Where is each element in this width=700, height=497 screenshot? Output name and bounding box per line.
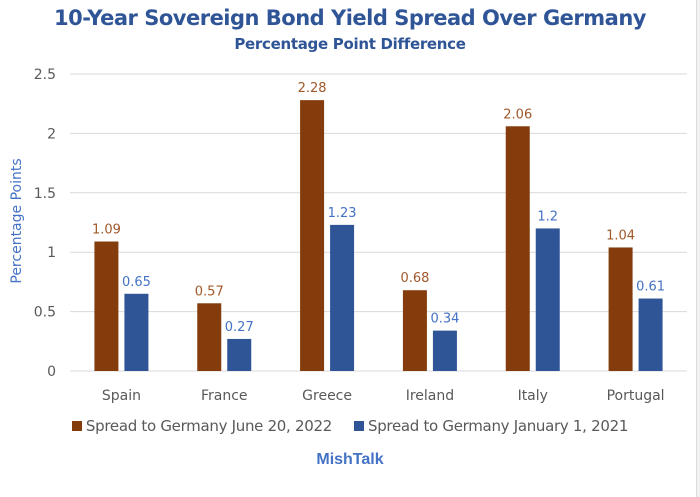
y-tick-label: 2.5 xyxy=(34,67,56,83)
window-edge xyxy=(696,0,700,497)
x-axis-ticks: Spain France Greece Ireland Italy Portugal xyxy=(102,388,665,404)
x-tick-label: Greece xyxy=(302,388,352,404)
data-label: 1.09 xyxy=(92,223,121,238)
legend: Spread to Germany June 20, 2022 Spread t… xyxy=(0,417,700,435)
bar-2022-france xyxy=(197,303,222,371)
data-label: 0.68 xyxy=(400,271,429,286)
data-label: 0.65 xyxy=(122,275,151,290)
data-label: 0.57 xyxy=(195,284,224,299)
bar-2021-france xyxy=(227,338,252,371)
y-tick-label: 0 xyxy=(47,364,56,380)
bar-2022-italy xyxy=(505,126,530,371)
bars xyxy=(94,100,663,372)
bar-2022-ireland xyxy=(402,290,427,371)
y-tick-label: 0.5 xyxy=(34,305,56,321)
gridlines xyxy=(70,73,687,372)
y-axis-label: Percentage Points xyxy=(9,158,25,283)
x-tick-label: France xyxy=(201,388,248,404)
legend-swatch-2021 xyxy=(353,421,364,431)
y-tick-label: 1 xyxy=(47,245,56,261)
bar-2021-portugal xyxy=(638,298,663,371)
data-label: 1.04 xyxy=(606,228,635,243)
y-tick-label: 1.5 xyxy=(34,186,56,202)
data-label: 0.61 xyxy=(636,280,665,295)
bar-data-labels: 1.09 0.65 0.57 0.27 2.28 1.23 0.68 0.34 2.06 1.2 1… xyxy=(92,81,665,335)
bar-2022-spain xyxy=(94,241,119,371)
legend-label-2022: Spread to Germany June 20, 2022 xyxy=(85,417,332,435)
bar-2022-greece xyxy=(300,100,325,372)
footer-brand: MishTalk xyxy=(316,451,384,468)
y-tick-label: 2 xyxy=(47,126,56,142)
x-tick-label: Ireland xyxy=(406,388,454,404)
legend-swatch-2022 xyxy=(71,421,82,431)
bar-2021-ireland xyxy=(432,330,457,371)
legend-label-2021: Spread to Germany January 1, 2021 xyxy=(367,417,629,435)
bar-2021-greece xyxy=(330,224,355,371)
data-label: 2.28 xyxy=(298,81,327,96)
x-tick-label: Italy xyxy=(518,388,548,404)
chart-subtitle: Percentage Point Difference xyxy=(234,35,466,53)
data-label: 1.2 xyxy=(537,209,558,224)
x-tick-label: Portugal xyxy=(607,388,665,404)
chart-title: 10-Year Sovereign Bond Yield Spread Over… xyxy=(54,6,646,30)
bar-2022-portugal xyxy=(608,247,633,371)
bar-chart: 0 0.5 1 1.5 2 2.5 1.09 0.65 0.57 0.27 2.28 1.23 0.6… xyxy=(9,67,687,404)
legend-item-2022: Spread to Germany June 20, 2022 xyxy=(71,417,332,435)
bar-2021-spain xyxy=(124,293,149,371)
legend-item-2021: Spread to Germany January 1, 2021 xyxy=(353,417,629,435)
data-label: 0.34 xyxy=(430,312,459,327)
x-tick-label: Spain xyxy=(102,388,141,404)
bar-2021-italy xyxy=(535,228,560,371)
y-axis-ticks: 0 0.5 1 1.5 2 2.5 xyxy=(34,67,56,380)
data-label: 0.27 xyxy=(225,320,254,335)
data-label: 1.23 xyxy=(328,206,357,221)
data-label: 2.06 xyxy=(503,107,532,122)
